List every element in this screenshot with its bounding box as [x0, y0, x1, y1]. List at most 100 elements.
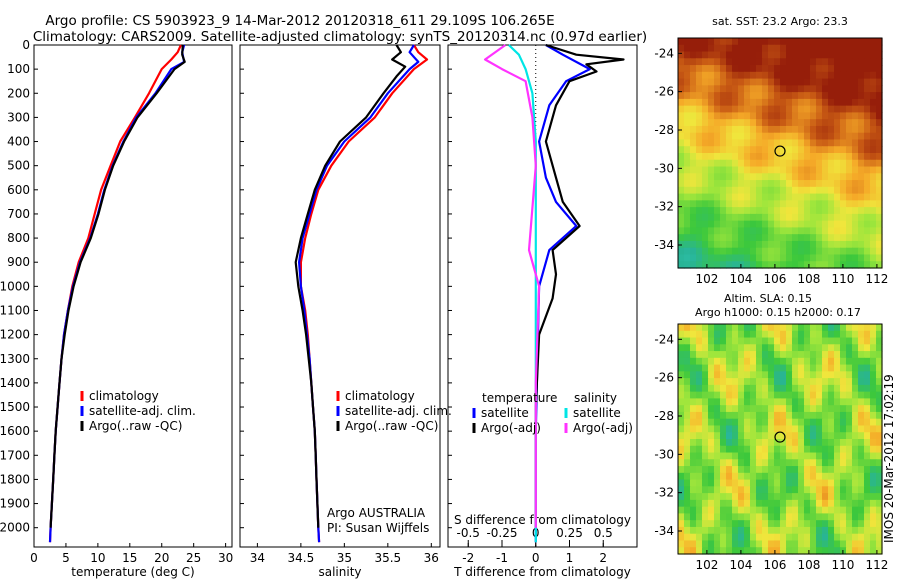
map-cell	[696, 227, 703, 235]
map-cell	[834, 411, 841, 420]
map-cell	[744, 240, 751, 249]
map-cell	[750, 493, 757, 501]
map-cell	[858, 186, 865, 195]
map-cell	[798, 38, 805, 46]
map-cell	[732, 486, 739, 494]
map-cell	[816, 125, 823, 134]
map-cell	[804, 200, 811, 208]
map-cell	[714, 384, 721, 393]
map-cell	[816, 533, 823, 542]
map-cell	[708, 220, 715, 229]
map-cell	[828, 65, 835, 73]
map-cell	[870, 58, 877, 66]
map-cell	[702, 146, 709, 154]
map-cell	[798, 466, 805, 474]
map-cell	[870, 186, 877, 195]
map-cell	[870, 378, 877, 386]
map-cell	[804, 38, 811, 46]
map-cell	[786, 78, 793, 86]
map-cell	[780, 486, 787, 494]
map-cell	[726, 472, 733, 481]
map-cell	[792, 405, 799, 413]
map-cell	[762, 85, 769, 93]
map-cell	[846, 452, 853, 460]
map-cell	[714, 526, 721, 535]
map-cell	[726, 227, 733, 235]
map-cell	[792, 371, 799, 379]
map-cell	[684, 411, 691, 420]
map-cell	[756, 547, 763, 555]
map-cell	[726, 364, 733, 372]
map-cell	[678, 193, 685, 201]
map-cell	[720, 411, 727, 420]
map-cell	[810, 324, 817, 332]
map-cell	[720, 472, 727, 481]
map-cell	[756, 119, 763, 127]
map-cell	[714, 78, 721, 86]
map-cell	[732, 254, 739, 262]
map-cell	[840, 166, 847, 174]
map-cell	[690, 384, 697, 393]
map-cell	[792, 513, 799, 521]
map-cell	[804, 234, 811, 242]
map-cell	[768, 391, 775, 400]
map-cell	[726, 493, 733, 501]
map-cell	[750, 65, 757, 73]
map-cell	[696, 119, 703, 127]
map-cell	[786, 466, 793, 474]
map-cell	[810, 105, 817, 114]
map-cell	[702, 506, 709, 515]
map-cell	[780, 439, 787, 447]
map-x-tick-label: 106	[763, 558, 786, 572]
map-cell	[696, 547, 703, 555]
map-cell	[678, 234, 685, 242]
map-cell	[720, 200, 727, 208]
map-cell	[690, 364, 697, 372]
map-cell	[702, 254, 709, 262]
map-cell	[732, 247, 739, 256]
map-cell	[768, 439, 775, 447]
map-cell	[876, 146, 883, 154]
map-cell	[696, 425, 703, 433]
map-cell	[846, 186, 853, 195]
y-tick-label: 1000	[0, 279, 30, 293]
map-cell	[852, 38, 859, 46]
map-cell	[798, 44, 805, 53]
map-cell	[828, 479, 835, 487]
map-cell	[708, 153, 715, 161]
map-cell	[804, 247, 811, 256]
map-cell	[714, 159, 721, 168]
map-cell	[684, 125, 691, 134]
map-cell	[852, 405, 859, 413]
map-cell	[750, 445, 757, 454]
map-cell	[702, 418, 709, 427]
map-cell	[822, 85, 829, 93]
map-cell	[768, 153, 775, 161]
map-cell	[792, 384, 799, 393]
map-cell	[816, 85, 823, 93]
map-cell	[858, 506, 865, 515]
map-cell	[822, 324, 829, 332]
map-cell	[834, 391, 841, 400]
map-cell	[750, 351, 757, 359]
map-cell	[870, 533, 877, 542]
map-cell	[786, 547, 793, 555]
map-cell	[720, 344, 727, 352]
map-cell	[708, 472, 715, 481]
map-cell	[762, 207, 769, 215]
map-cell	[846, 125, 853, 134]
map-cell	[720, 520, 727, 528]
map-cell	[774, 398, 781, 406]
map-cell	[726, 398, 733, 406]
map-cell	[726, 526, 733, 535]
map-cell	[768, 405, 775, 413]
map-cell	[690, 371, 697, 379]
map-cell	[798, 51, 805, 59]
map-cell	[762, 193, 769, 201]
map-cell	[828, 493, 835, 501]
map-cell	[876, 445, 883, 454]
map-cell	[714, 337, 721, 345]
map-cell	[702, 85, 709, 93]
map-cell	[810, 526, 817, 535]
